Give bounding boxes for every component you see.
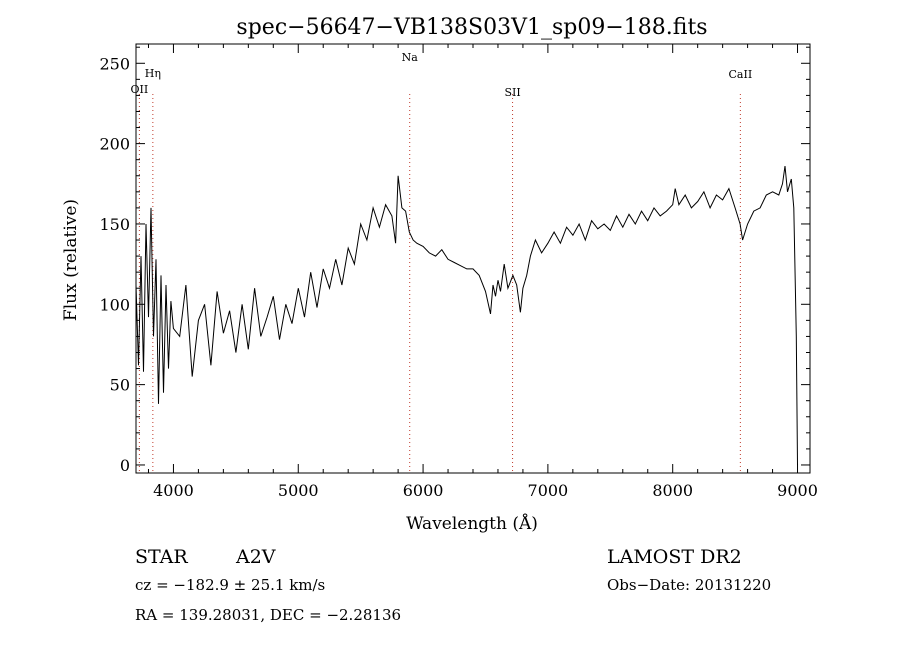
survey-name: LAMOST DR2 [607, 546, 742, 568]
plot-area: 4000 5000 6000 7000 8000 9000 0 50 100 150 200 250O… [99, 44, 818, 500]
line-label: SII [504, 86, 520, 99]
x-tick-label: 5000 [278, 481, 319, 500]
x-tick-label: 7000 [528, 481, 569, 500]
plot-frame [135, 43, 811, 474]
object-type: STAR [135, 546, 188, 568]
x-tick-label: 8000 [652, 481, 693, 500]
y-tick-label: 0 [120, 456, 130, 475]
coordinates: RA = 139.28031, DEC = −2.28136 [135, 606, 401, 624]
x-tick-label: 9000 [777, 481, 818, 500]
line-label: Hη [145, 67, 161, 80]
y-tick-label: 150 [99, 215, 130, 234]
y-axis-label: Flux (relative) [61, 199, 81, 321]
y-tick-label: 200 [99, 135, 130, 154]
y-tick-label: 100 [99, 295, 130, 314]
obs-date: Obs−Date: 20131220 [607, 576, 771, 594]
y-tick-label: 250 [99, 54, 130, 73]
x-tick-label: 4000 [153, 481, 194, 500]
redshift-text: cz = −182.9 ± 25.1 km/s [135, 576, 325, 594]
spectrum-line [135, 166, 798, 466]
y-tick-label: 50 [110, 376, 130, 395]
line-label: OII [131, 83, 149, 96]
line-label: CaII [729, 68, 753, 81]
spectral-subclass: A2V [235, 546, 276, 568]
chart-title: spec−56647−VB138S03V1_sp09−188.fits [236, 15, 707, 40]
x-axis-label: Wavelength (Å) [406, 513, 538, 534]
line-label: Na [402, 51, 419, 64]
x-tick-label: 6000 [403, 481, 444, 500]
